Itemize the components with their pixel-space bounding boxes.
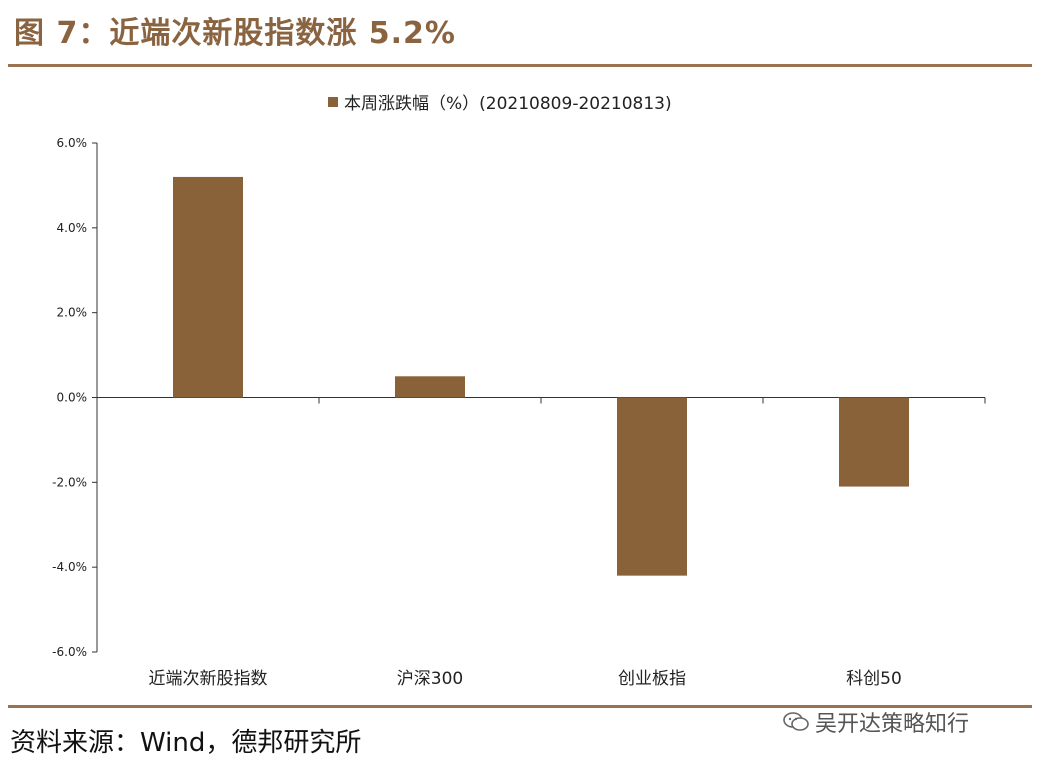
x-category-labels: 近端次新股指数 沪深300 创业板指 科创50 — [149, 669, 902, 689]
bar — [617, 397, 687, 576]
figure-title: 图 7：近端次新股指数涨 5.2% — [14, 16, 456, 51]
watermark-text: 吴开达策略知行 — [815, 712, 970, 737]
legend-label: 本周涨跌幅（%）(20210809-20210813) — [344, 94, 672, 114]
y-tick-label: 6.0% — [57, 136, 88, 150]
x-category-label: 近端次新股指数 — [149, 669, 268, 689]
x-category-label: 科创50 — [846, 669, 902, 689]
bar — [173, 176, 243, 398]
axes — [92, 142, 986, 653]
wechat-icon — [783, 712, 809, 731]
bottom-rule — [8, 705, 1032, 708]
y-tick-label: 0.0% — [57, 391, 88, 405]
x-category-label: 沪深300 — [397, 669, 463, 689]
bars — [173, 176, 909, 576]
top-rule — [8, 64, 1032, 67]
y-tick-label: -2.0% — [52, 475, 87, 489]
bar — [839, 397, 909, 487]
y-tick-label: -4.0% — [52, 560, 87, 574]
bar — [395, 376, 465, 398]
y-tick-label: 4.0% — [57, 221, 88, 235]
y-tick-label: -6.0% — [52, 645, 87, 659]
legend: 本周涨跌幅（%）(20210809-20210813) — [328, 89, 672, 114]
y-tick-label: 2.0% — [57, 306, 88, 320]
source-note: 资料来源：Wind，德邦研究所 — [10, 728, 362, 758]
legend-swatch — [328, 96, 338, 107]
bar-chart: 6.0% 4.0% 2.0% 0.0% -2.0% -4.0% -6.0% 近端次新股指数 沪… — [52, 136, 986, 689]
y-ticks: 6.0% 4.0% 2.0% 0.0% -2.0% -4.0% -6.0% — [52, 136, 87, 659]
watermark: 吴开达策略知行 — [783, 706, 969, 738]
x-category-label: 创业板指 — [618, 669, 686, 689]
